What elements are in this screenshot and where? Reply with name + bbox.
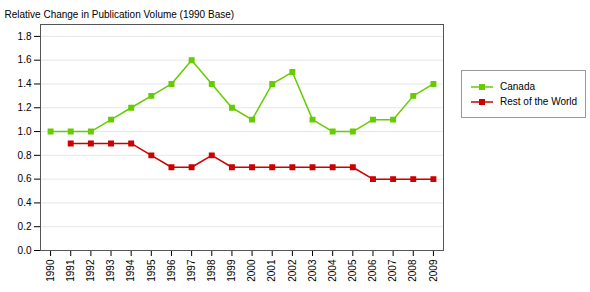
svg-text:1995: 1995 (146, 259, 157, 282)
svg-text:1990: 1990 (45, 259, 56, 282)
svg-text:0.2: 0.2 (18, 221, 32, 232)
html-text:Rest of the World: Rest of the World (500, 96, 578, 107)
svg-text:1998: 1998 (206, 259, 217, 282)
svg-text:1991: 1991 (65, 259, 76, 282)
svg-text:2008: 2008 (407, 259, 418, 282)
svg-text:2007: 2007 (387, 259, 398, 282)
svg-text:1997: 1997 (186, 259, 197, 282)
svg-text:1994: 1994 (125, 259, 136, 282)
svg-text:0.4: 0.4 (18, 197, 32, 208)
svg-text:1992: 1992 (85, 259, 96, 282)
html-text:Canada: Canada (500, 81, 535, 92)
svg-text:2006: 2006 (367, 259, 378, 282)
svg-text:2000: 2000 (246, 259, 257, 282)
svg-text:0.0: 0.0 (18, 245, 32, 256)
svg-text:0.8: 0.8 (18, 150, 32, 161)
svg-text:1993: 1993 (105, 259, 116, 282)
svg-text:Relative Change in Publication: Relative Change in Publication Volume (1… (5, 9, 235, 20)
svg-text:2002: 2002 (287, 259, 298, 282)
svg-text:1.0: 1.0 (18, 126, 32, 137)
svg-text:1.6: 1.6 (18, 54, 32, 65)
svg-text:2005: 2005 (347, 259, 358, 282)
svg-text:2003: 2003 (307, 259, 318, 282)
svg-text:1.8: 1.8 (18, 31, 32, 42)
svg-text:1.2: 1.2 (18, 102, 32, 113)
svg-text:2001: 2001 (266, 259, 277, 282)
svg-text:0.6: 0.6 (18, 173, 32, 184)
svg-text:2009: 2009 (428, 259, 439, 282)
svg-text:1.4: 1.4 (18, 78, 32, 89)
svg-text:1999: 1999 (226, 259, 237, 282)
svg-text:1996: 1996 (166, 259, 177, 282)
svg-text:2004: 2004 (327, 259, 338, 282)
